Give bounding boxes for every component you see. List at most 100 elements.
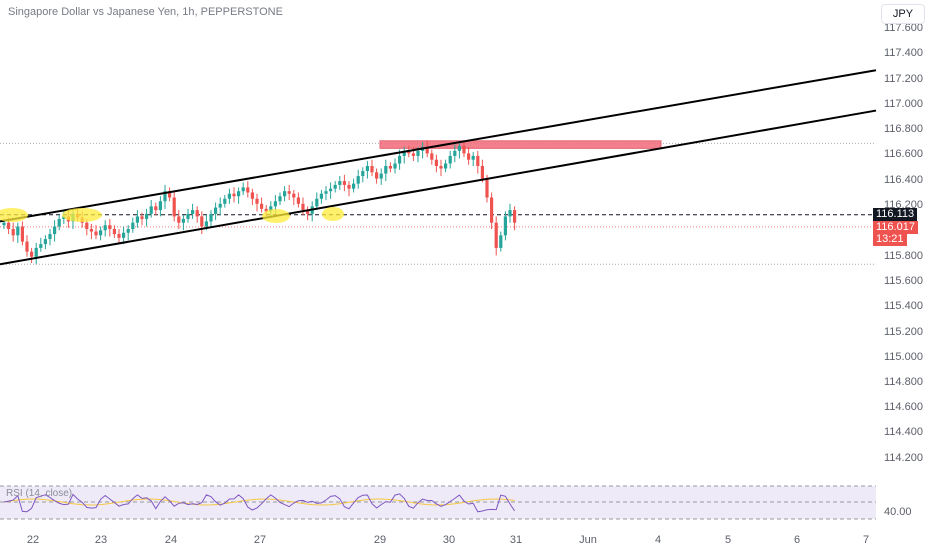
- candle-body: [430, 153, 434, 160]
- rsi-label: RSI (14, close): [6, 488, 73, 499]
- price-axis-label: 116.400: [884, 174, 923, 186]
- channel-lines[interactable]: [0, 69, 877, 266]
- candle-body: [375, 172, 379, 179]
- candle-body: [2, 222, 6, 226]
- price-axis-label: 117.600: [884, 22, 923, 34]
- rsi-pane[interactable]: [0, 485, 876, 520]
- candle-body: [214, 207, 218, 214]
- candle-body: [444, 163, 448, 169]
- chart-title: Singapore Dollar vs Japanese Yen, 1h, PE…: [8, 6, 283, 18]
- resistance-zone-rect: [379, 140, 662, 149]
- candles[interactable]: [2, 140, 517, 265]
- candle-body: [168, 191, 172, 198]
- time-axis-label: 24: [165, 534, 177, 546]
- time-axis-label: 31: [510, 534, 522, 546]
- candle-body: [126, 229, 130, 233]
- candle-body: [416, 150, 420, 156]
- candle-body: [43, 239, 47, 245]
- candle-body: [457, 145, 461, 151]
- channel-lower-line: [0, 109, 877, 266]
- candle-body: [232, 193, 236, 197]
- highlight-mark: [0, 208, 28, 222]
- time-axis-label: 22: [27, 534, 39, 546]
- candle-body: [393, 163, 397, 169]
- candle-body: [301, 203, 305, 211]
- candle-body: [278, 196, 282, 202]
- candle-body: [163, 191, 167, 202]
- candle-body: [103, 225, 107, 231]
- rsi-axis-label: 40.00: [884, 506, 912, 518]
- price-axis-label: 114.200: [884, 452, 923, 464]
- candle-body: [462, 145, 466, 154]
- price-axis-label: 115.400: [884, 300, 923, 312]
- candle-body: [439, 166, 443, 169]
- candle-body: [39, 244, 43, 248]
- candle-body: [407, 150, 411, 154]
- price-axis[interactable]: 117.600 117.400 117.200 117.000 116.800 116.6…: [884, 22, 923, 518]
- candle-body: [177, 216, 181, 223]
- candle-body: [158, 201, 162, 211]
- rsi-ma-line: [3, 498, 515, 506]
- candle-body: [398, 155, 402, 164]
- candle-body: [30, 251, 34, 257]
- candle-body: [490, 197, 494, 223]
- price-axis-label: 114.400: [884, 426, 923, 438]
- candle-body: [324, 191, 328, 194]
- candle-body: [264, 208, 268, 212]
- candle-body: [503, 216, 507, 236]
- countdown-tag: 13:21: [873, 233, 907, 246]
- resistance-zone[interactable]: [379, 140, 662, 149]
- candle-body: [471, 155, 475, 160]
- candle-body: [250, 192, 254, 199]
- candle-body: [122, 232, 126, 238]
- price-axis-label: 115.000: [884, 351, 923, 363]
- time-axis-label: 7: [863, 534, 869, 546]
- candle-body: [379, 173, 383, 179]
- price-axis-label: 115.800: [884, 250, 923, 262]
- time-axis-label: 4: [655, 534, 661, 546]
- candle-body: [154, 206, 158, 211]
- candle-body: [402, 150, 406, 156]
- price-axis-label: 115.200: [884, 326, 923, 338]
- candle-body: [237, 191, 241, 197]
- candle-body: [85, 222, 89, 229]
- candle-body: [94, 231, 98, 236]
- candle-body: [223, 198, 227, 204]
- last-price-tag: 116.113: [873, 208, 918, 221]
- candle-body: [209, 213, 213, 222]
- candle-body: [140, 216, 144, 219]
- candle-body: [227, 193, 231, 199]
- candle-body: [292, 193, 296, 198]
- price-axis-label: 114.600: [884, 401, 923, 413]
- candle-body: [384, 166, 388, 174]
- candle-body: [296, 197, 300, 204]
- candle-body: [7, 222, 11, 229]
- highlight-mark: [62, 208, 102, 222]
- candle-body: [370, 166, 374, 173]
- candle-body: [315, 198, 319, 207]
- candle-body: [333, 184, 337, 189]
- candle-body: [365, 166, 369, 172]
- time-axis-label: 27: [254, 534, 266, 546]
- candle-body: [135, 216, 139, 223]
- candle-body: [11, 229, 15, 236]
- candle-body: [25, 241, 29, 252]
- candle-body: [499, 235, 503, 248]
- candle-body: [131, 222, 135, 229]
- candle-body: [218, 203, 222, 208]
- candle-body: [241, 187, 245, 192]
- candle-body: [434, 159, 438, 166]
- candle-body: [181, 218, 185, 223]
- candle-body: [508, 210, 512, 217]
- rsi-line: [3, 493, 516, 513]
- candle-body: [476, 155, 480, 166]
- candle-body: [57, 218, 61, 227]
- candle-body: [255, 198, 259, 204]
- candle-body: [200, 216, 204, 227]
- currency-button[interactable]: JPY: [881, 4, 925, 24]
- candle-body: [99, 230, 103, 236]
- candle-body: [329, 188, 333, 192]
- time-axis[interactable]: 22 23 24 27 29 30 31 Jun 4 5 6 7: [27, 534, 869, 546]
- price-axis-label: 116.800: [884, 123, 923, 135]
